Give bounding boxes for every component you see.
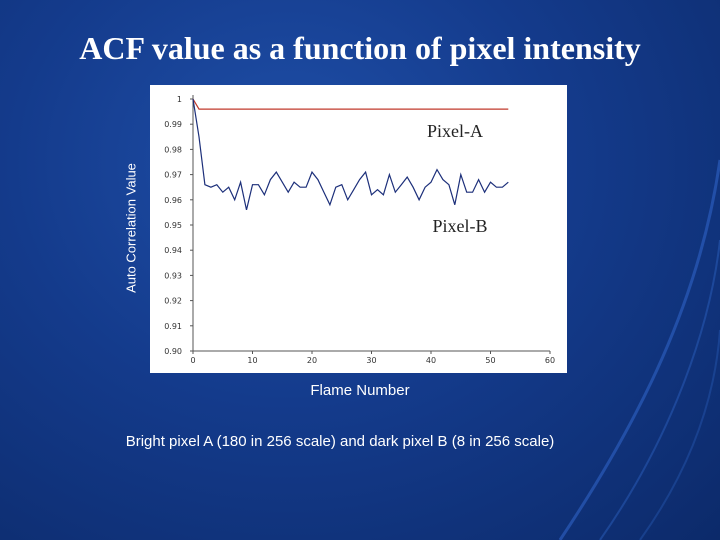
y-tick-label: 0.90 (164, 347, 182, 356)
x-tick-label: 40 (426, 356, 436, 365)
series-line-pixel-b (192, 98, 509, 211)
y-tick-label: 0.98 (164, 145, 182, 154)
series-label-pixel-a: Pixel-A (427, 121, 483, 141)
slide-caption: Bright pixel A (180 in 256 scale) and da… (125, 433, 555, 450)
x-tick-label: 60 (545, 356, 555, 365)
x-tick-label: 10 (247, 356, 257, 365)
y-tick-label: 0.92 (164, 297, 182, 306)
x-tick-label: 0 (190, 356, 195, 365)
y-tick-label: 1 (177, 95, 182, 104)
x-tick-label: 20 (307, 356, 317, 365)
y-tick-label: 0.99 (164, 120, 182, 129)
x-tick-label: 50 (485, 356, 495, 365)
y-tick-label: 0.93 (164, 271, 182, 280)
x-axis-label: Flame Number (310, 382, 410, 399)
x-tick-label: 30 (366, 356, 376, 365)
y-tick-label: 0.94 (164, 246, 182, 255)
acf-line-chart: 0.90 0.91 0.92 0.93 0.94 0.95 0.96 0.97 0.98 0.99… (164, 95, 555, 365)
y-tick-label: 0.91 (164, 322, 182, 331)
y-tick-label: 0.97 (164, 171, 182, 180)
chart-panel: 0.90 0.91 0.92 0.93 0.94 0.95 0.96 0.97 0.98 0.99… (150, 85, 567, 373)
y-tick-label: 0.95 (164, 221, 182, 230)
slide-title: ACF value as a function of pixel intensi… (79, 30, 641, 66)
y-tick-label: 0.96 (164, 196, 182, 205)
series-label-pixel-b: Pixel-B (432, 216, 487, 236)
y-axis-label: Auto Correlation Value (123, 163, 139, 293)
series-line-pixel-a (192, 98, 509, 110)
